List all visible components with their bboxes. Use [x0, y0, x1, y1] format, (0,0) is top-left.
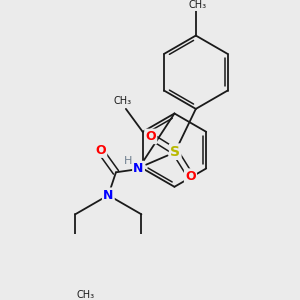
Text: N: N — [103, 189, 113, 202]
Text: H: H — [124, 156, 132, 166]
Text: O: O — [185, 169, 196, 183]
Text: CH₃: CH₃ — [188, 0, 206, 10]
Text: O: O — [146, 130, 156, 143]
Text: CH₃: CH₃ — [76, 290, 94, 299]
Text: N: N — [134, 162, 144, 175]
Text: S: S — [170, 145, 180, 159]
Text: CH₃: CH₃ — [114, 96, 132, 106]
Text: O: O — [95, 144, 106, 157]
